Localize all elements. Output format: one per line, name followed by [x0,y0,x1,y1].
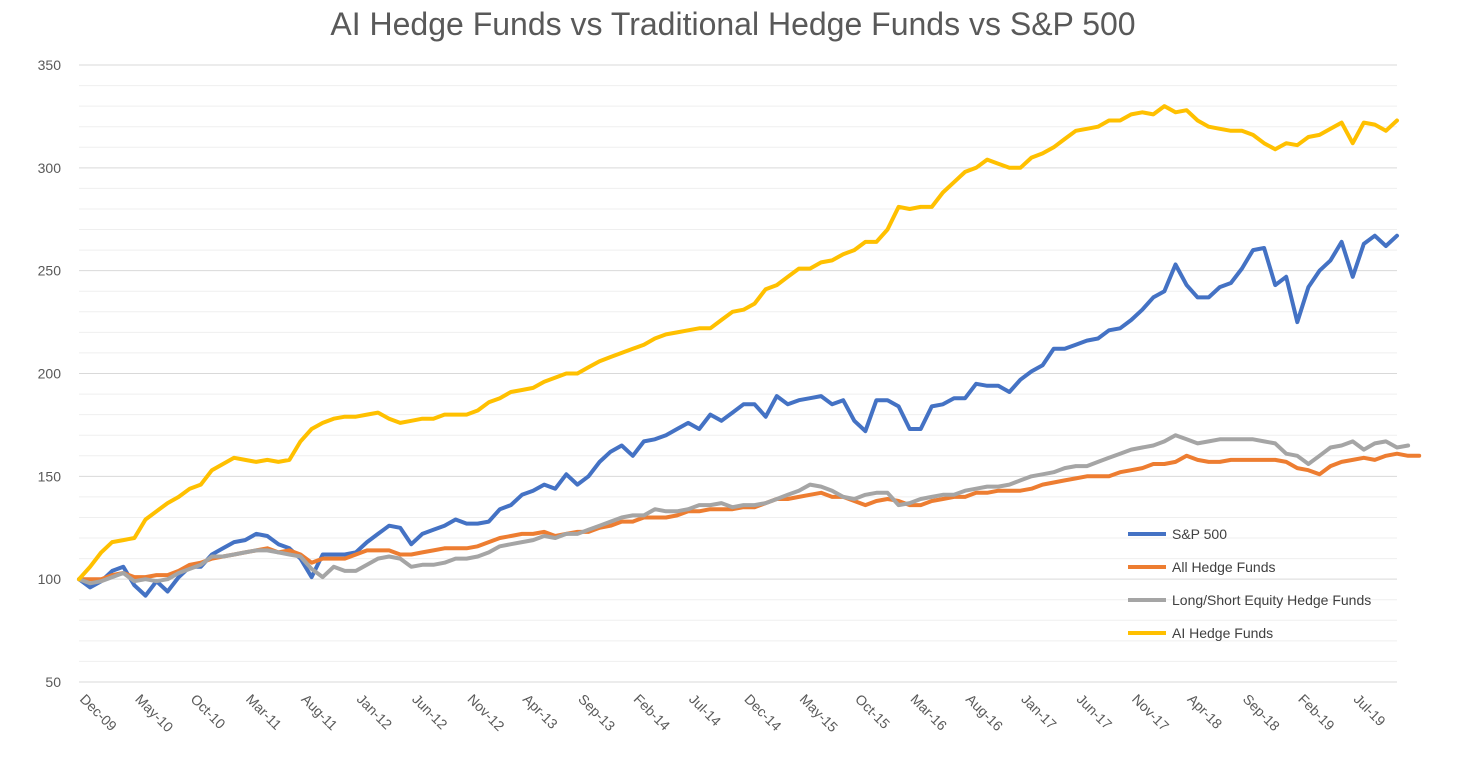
y-tick-label: 50 [45,674,61,690]
series-line-ai-hedge-funds [77,104,1399,582]
x-tick-label: Sep-13 [575,691,618,734]
gridlines [79,64,1397,683]
x-tick-label: May-10 [132,691,176,735]
x-tick-label: Sep-18 [1240,691,1283,734]
legend-item-ai-hedge-funds: AI Hedge Funds [1128,616,1371,649]
legend-swatch-ai-hedge-funds [1128,630,1166,635]
x-tick-label: Aug-16 [963,691,1006,734]
x-tick-label: Dec-09 [77,691,120,734]
x-tick-label: Feb-19 [1295,691,1338,734]
legend-label-ai-hedge-funds: AI Hedge Funds [1172,624,1274,641]
legend-label-sp500: S&P 500 [1172,525,1228,542]
y-tick-label: 150 [38,468,62,484]
y-tick-label: 200 [38,366,62,382]
x-tick-label: Apr-13 [520,691,561,732]
x-tick-label: Jun-12 [409,691,451,733]
legend-item-long-short: Long/Short Equity Hedge Funds [1128,583,1371,616]
legend-label-long-short: Long/Short Equity Hedge Funds [1172,591,1372,608]
legend-swatch-all-hedge-funds [1128,564,1166,569]
x-tick-label: Oct-15 [852,691,893,732]
x-tick-label: Jan-17 [1018,691,1060,733]
legend-item-sp500: S&P 500 [1128,517,1371,550]
y-tick-label: 100 [38,571,62,587]
x-tick-label: Apr-18 [1184,691,1225,732]
chart-title: AI Hedge Funds vs Traditional Hedge Fund… [330,6,1136,42]
legend-swatch-sp500 [1128,531,1166,536]
x-tick-label: Nov-12 [465,691,508,734]
x-tick-label: Mar-11 [243,691,285,733]
y-tick-label: 350 [38,57,62,73]
x-tick-label: May-15 [797,691,841,735]
legend: S&P 500 All Hedge Funds Long/Short Equit… [1128,517,1371,649]
y-tick-label: 300 [38,160,62,176]
legend-swatch-long-short [1128,597,1166,602]
series-lines [77,104,1422,598]
x-tick-label: Oct-10 [188,691,229,732]
x-tick-label: Aug-11 [298,691,341,734]
x-tick-label: Jul-14 [686,691,724,729]
legend-item-all-hedge-funds: All Hedge Funds [1128,550,1371,583]
y-tick-label: 250 [38,263,62,279]
legend-label-all-hedge-funds: All Hedge Funds [1172,558,1276,575]
series-line-long-short-equity-hedge-funds [77,433,1411,586]
x-tick-label: Feb-14 [631,691,674,734]
x-tick-label: Nov-17 [1129,691,1172,734]
x-tick-label: Jul-19 [1351,691,1389,729]
x-tick-label: Mar-16 [908,691,951,734]
x-tick-label: Jan-12 [354,691,396,733]
x-tick-label: Dec-14 [741,691,784,734]
x-tick-label: Jun-17 [1074,691,1116,733]
